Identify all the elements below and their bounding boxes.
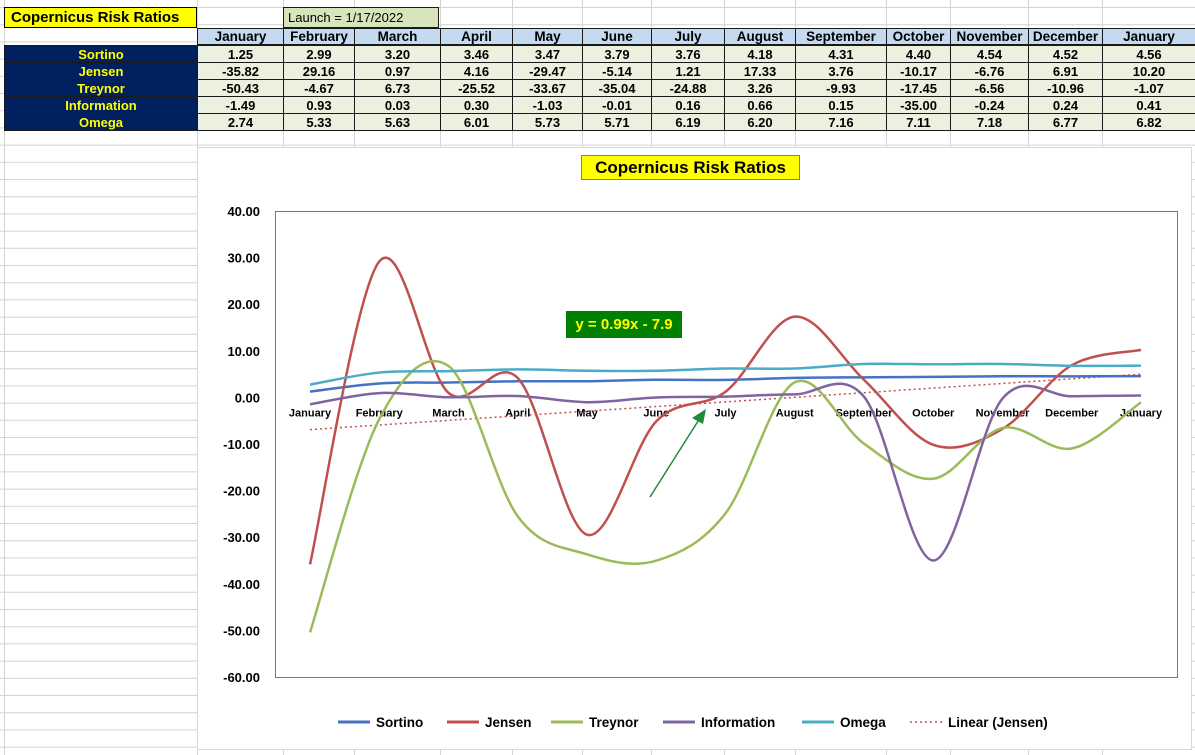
month-header-cell[interactable]: January: [197, 28, 284, 45]
x-category-label: January: [289, 407, 332, 419]
value-cell[interactable]: 7.11: [886, 113, 951, 131]
trendline-linear-jensen: [309, 373, 1142, 431]
y-tick-label: -10.00: [223, 437, 260, 452]
sheet-title-cell[interactable]: Copernicus Risk Ratios: [4, 7, 197, 28]
series-line-treynor[interactable]: [308, 359, 1142, 633]
value-cell[interactable]: 3.76: [795, 62, 887, 80]
legend-label: Sortino: [376, 715, 423, 730]
value-cell[interactable]: 5.73: [512, 113, 583, 131]
value-cell[interactable]: -25.52: [440, 79, 513, 97]
series-line-information[interactable]: [309, 382, 1142, 562]
x-category-label: August: [776, 407, 814, 419]
month-header-cell[interactable]: November: [950, 28, 1029, 45]
month-header-cell[interactable]: December: [1028, 28, 1103, 45]
launch-date-cell[interactable]: Launch = 1/17/2022: [283, 7, 439, 28]
x-category-label: April: [505, 407, 530, 419]
row-label-omega[interactable]: Omega: [4, 113, 198, 131]
value-cell[interactable]: -29.47: [512, 62, 583, 80]
y-tick-label: 0.00: [235, 390, 260, 405]
y-tick-label: 40.00: [227, 204, 260, 219]
value-cell[interactable]: 6.01: [440, 113, 513, 131]
value-cell[interactable]: 5.33: [283, 113, 355, 131]
y-tick-label: -40.00: [223, 577, 260, 592]
month-header-cell[interactable]: June: [582, 28, 652, 45]
x-category-label: February: [356, 407, 404, 419]
y-tick-label: -50.00: [223, 623, 260, 638]
y-tick-label: 20.00: [227, 297, 260, 312]
chart-title[interactable]: Copernicus Risk Ratios: [581, 155, 800, 180]
y-tick-label: 30.00: [227, 251, 260, 266]
value-cell[interactable]: 4.54: [950, 45, 1029, 63]
value-cell[interactable]: -35.04: [582, 79, 652, 97]
row-label-sortino[interactable]: Sortino: [4, 45, 198, 63]
y-tick-label: 10.00: [227, 344, 260, 359]
legend-label: Information: [701, 715, 775, 730]
value-cell[interactable]: 6.77: [1028, 113, 1103, 131]
value-cell[interactable]: 3.20: [354, 45, 441, 63]
x-category-label: November: [976, 407, 1031, 419]
value-cell[interactable]: 6.82: [1102, 113, 1195, 131]
value-cell[interactable]: -33.67: [512, 79, 583, 97]
value-cell[interactable]: -9.93: [795, 79, 887, 97]
value-cell[interactable]: 3.76: [651, 45, 725, 63]
value-cell[interactable]: 0.30: [440, 96, 513, 114]
value-cell[interactable]: 5.71: [582, 113, 652, 131]
value-cell[interactable]: 0.24: [1028, 96, 1103, 114]
value-cell[interactable]: 0.93: [283, 96, 355, 114]
row-label-information[interactable]: Information: [4, 96, 198, 114]
value-cell[interactable]: -1.07: [1102, 79, 1195, 97]
series-line-sortino[interactable]: [309, 374, 1142, 393]
chart-area[interactable]: [197, 147, 1192, 750]
value-cell[interactable]: -10.96: [1028, 79, 1103, 97]
series-line-jensen[interactable]: [308, 256, 1142, 565]
value-cell[interactable]: 0.16: [651, 96, 725, 114]
legend-label: Omega: [840, 715, 886, 730]
x-category-label: October: [912, 407, 955, 419]
month-header-cell[interactable]: February: [283, 28, 355, 45]
month-header-cell[interactable]: August: [724, 28, 796, 45]
value-cell[interactable]: 4.40: [886, 45, 951, 63]
value-cell[interactable]: 6.73: [354, 79, 441, 97]
value-cell[interactable]: 2.99: [283, 45, 355, 63]
legend-label: Treynor: [589, 715, 639, 730]
month-header-cell[interactable]: October: [886, 28, 951, 45]
annotation-arrow: [649, 417, 701, 498]
y-tick-label: -30.00: [223, 530, 260, 545]
value-cell[interactable]: 7.16: [795, 113, 887, 131]
month-header-cell[interactable]: March: [354, 28, 441, 45]
value-cell[interactable]: -1.03: [512, 96, 583, 114]
value-cell[interactable]: 0.66: [724, 96, 796, 114]
value-cell[interactable]: -0.24: [950, 96, 1029, 114]
value-cell[interactable]: 4.31: [795, 45, 887, 63]
y-tick-label: -60.00: [223, 670, 260, 685]
value-cell[interactable]: 10.20: [1102, 62, 1195, 80]
value-cell[interactable]: 7.18: [950, 113, 1029, 131]
x-category-label: September: [836, 407, 894, 419]
x-category-label: May: [576, 407, 598, 419]
legend-label: Linear (Jensen): [948, 715, 1048, 730]
trendline-equation-label[interactable]: y = 0.99x - 7.9: [566, 311, 682, 338]
x-category-label: March: [432, 407, 465, 419]
month-header-cell[interactable]: May: [512, 28, 583, 45]
value-cell[interactable]: 6.20: [724, 113, 796, 131]
legend-label: Jensen: [485, 715, 532, 730]
x-category-label: July: [714, 407, 737, 419]
plot-area-border: [275, 211, 1178, 678]
month-header-cell[interactable]: January: [1102, 28, 1195, 45]
annotation-arrowhead: [692, 409, 706, 424]
month-header-cell[interactable]: July: [651, 28, 725, 45]
value-cell[interactable]: 4.18: [724, 45, 796, 63]
series-line-omega[interactable]: [309, 362, 1142, 386]
month-header-cell[interactable]: September: [795, 28, 887, 45]
x-category-label: December: [1045, 407, 1099, 419]
y-tick-label: -20.00: [223, 484, 260, 499]
